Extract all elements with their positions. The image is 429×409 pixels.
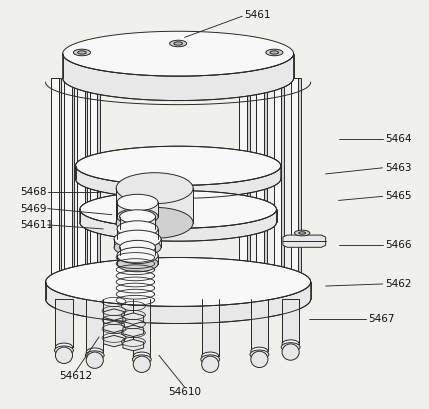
Polygon shape	[104, 309, 124, 320]
Ellipse shape	[117, 194, 158, 211]
Text: 5461: 5461	[245, 10, 271, 20]
Polygon shape	[76, 146, 281, 185]
Polygon shape	[55, 299, 73, 347]
Ellipse shape	[133, 352, 150, 360]
Ellipse shape	[299, 232, 305, 234]
Polygon shape	[123, 325, 144, 337]
Text: 54610: 54610	[168, 387, 201, 397]
Ellipse shape	[117, 209, 158, 225]
Text: 54612: 54612	[59, 371, 92, 381]
Polygon shape	[85, 78, 87, 286]
Ellipse shape	[201, 355, 220, 364]
Ellipse shape	[281, 343, 300, 352]
Ellipse shape	[55, 343, 73, 351]
Polygon shape	[264, 78, 267, 286]
Ellipse shape	[114, 230, 161, 248]
Ellipse shape	[120, 240, 155, 254]
Polygon shape	[274, 78, 281, 286]
Polygon shape	[97, 78, 100, 286]
Polygon shape	[104, 335, 124, 347]
Polygon shape	[251, 299, 268, 351]
Polygon shape	[117, 256, 158, 264]
Ellipse shape	[85, 351, 104, 360]
Ellipse shape	[270, 51, 279, 54]
Polygon shape	[90, 78, 97, 286]
Polygon shape	[63, 54, 293, 101]
Polygon shape	[51, 78, 59, 286]
Ellipse shape	[114, 238, 161, 256]
Polygon shape	[290, 78, 298, 286]
Ellipse shape	[73, 49, 91, 56]
Polygon shape	[123, 339, 144, 351]
Polygon shape	[59, 78, 61, 286]
Ellipse shape	[117, 256, 158, 272]
Ellipse shape	[282, 340, 299, 348]
Text: 5465: 5465	[386, 191, 412, 201]
Ellipse shape	[54, 346, 73, 355]
Ellipse shape	[174, 42, 182, 45]
Ellipse shape	[86, 348, 103, 356]
Ellipse shape	[117, 247, 158, 264]
Ellipse shape	[120, 210, 155, 224]
Ellipse shape	[202, 352, 219, 360]
Polygon shape	[80, 191, 277, 228]
Polygon shape	[281, 78, 284, 286]
Polygon shape	[45, 258, 311, 306]
Polygon shape	[123, 313, 144, 324]
Circle shape	[133, 356, 150, 373]
Polygon shape	[283, 235, 326, 247]
Polygon shape	[117, 229, 158, 239]
Polygon shape	[247, 78, 250, 286]
Polygon shape	[116, 188, 193, 223]
Polygon shape	[133, 299, 150, 356]
Polygon shape	[64, 78, 72, 286]
Polygon shape	[76, 166, 281, 198]
Circle shape	[86, 352, 103, 369]
Ellipse shape	[116, 173, 193, 204]
Ellipse shape	[169, 40, 187, 47]
Polygon shape	[120, 247, 155, 256]
Circle shape	[55, 347, 73, 364]
Polygon shape	[202, 299, 219, 356]
Polygon shape	[86, 299, 103, 352]
Polygon shape	[104, 321, 124, 333]
Circle shape	[282, 344, 299, 360]
Text: 5464: 5464	[386, 134, 412, 144]
Ellipse shape	[250, 350, 269, 359]
Ellipse shape	[116, 207, 193, 238]
Ellipse shape	[266, 49, 283, 56]
Circle shape	[251, 351, 268, 368]
Polygon shape	[77, 78, 85, 286]
Ellipse shape	[294, 230, 310, 236]
Ellipse shape	[251, 347, 268, 355]
Ellipse shape	[133, 355, 151, 364]
Polygon shape	[298, 78, 301, 286]
Ellipse shape	[117, 221, 158, 237]
Polygon shape	[257, 78, 264, 286]
Ellipse shape	[120, 222, 155, 236]
Ellipse shape	[78, 51, 86, 54]
Text: 5463: 5463	[386, 163, 412, 173]
Polygon shape	[239, 78, 247, 286]
Polygon shape	[120, 217, 155, 229]
Polygon shape	[63, 31, 293, 76]
Ellipse shape	[117, 231, 158, 247]
Text: 5468: 5468	[20, 187, 46, 197]
Ellipse shape	[120, 249, 155, 263]
Polygon shape	[45, 282, 311, 324]
Polygon shape	[282, 299, 299, 344]
Text: 5462: 5462	[386, 279, 412, 289]
Polygon shape	[80, 209, 277, 241]
Polygon shape	[114, 239, 161, 247]
Text: 5469: 5469	[20, 204, 46, 213]
Text: 5466: 5466	[386, 240, 412, 250]
Circle shape	[202, 356, 219, 373]
Polygon shape	[72, 78, 74, 286]
Polygon shape	[117, 202, 158, 217]
Text: 54611: 54611	[20, 220, 53, 230]
Text: 5467: 5467	[369, 314, 395, 324]
